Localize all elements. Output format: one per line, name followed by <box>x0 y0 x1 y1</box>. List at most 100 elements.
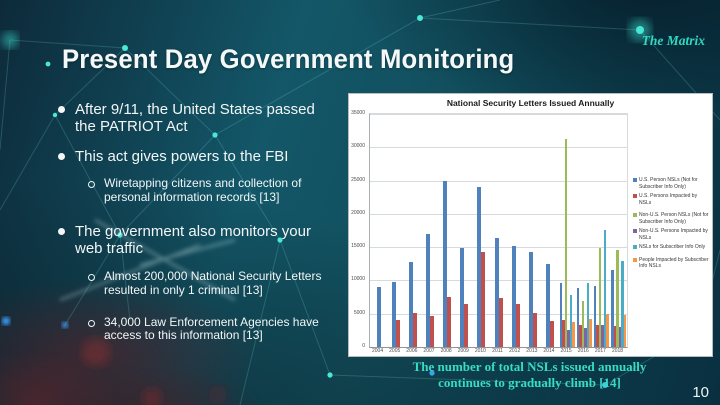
bar <box>545 263 550 347</box>
bar <box>447 297 452 347</box>
legend-entry: U.S. Persons Impacted by NSLs <box>633 193 709 206</box>
bullet-marker <box>58 227 65 235</box>
legend-label: NSLs for Subscriber Info Only <box>639 244 706 250</box>
bar <box>579 325 582 347</box>
x-tick-label: 2010 <box>474 348 486 354</box>
sub-bullet-item: Wiretapping citizens and collection of p… <box>88 176 363 205</box>
legend-entry: NSLs for Subscriber Info Only <box>633 244 709 251</box>
bar <box>549 321 554 347</box>
bar <box>567 330 570 347</box>
bar-group-2004 <box>370 114 387 347</box>
bar <box>532 313 537 347</box>
legend-swatch <box>633 229 637 233</box>
x-tick-label: 2008 <box>440 348 452 354</box>
bar <box>443 181 448 347</box>
bullet-marker <box>58 106 65 113</box>
bar <box>603 229 607 347</box>
bar-group-2010 <box>473 114 490 347</box>
bar <box>613 326 617 347</box>
legend-entry: Non-U.S. Persons Impacted by NSLs <box>633 228 709 241</box>
x-tick-label: 2018 <box>611 348 624 354</box>
bar <box>528 251 533 347</box>
bar <box>494 237 499 347</box>
legend-swatch <box>633 245 637 249</box>
chart-title: National Security Letters Issued Annuall… <box>446 98 615 108</box>
y-tick-label: 25000 <box>351 176 365 183</box>
bar <box>611 269 614 347</box>
sub-bullet-item: 34,000 Law Enforcement Agencies have acc… <box>88 314 363 344</box>
legend-entry: People Impacted by Subscriber Info NSLs <box>633 257 709 270</box>
bullet-item: This act gives powers to the FBI <box>58 148 363 165</box>
bar <box>562 320 565 347</box>
legend-swatch <box>633 213 637 217</box>
bar <box>576 287 580 347</box>
page-number: 10 <box>692 384 709 401</box>
legend-label: Non-U.S. Person NSLs (Not for Subscriber… <box>639 212 709 225</box>
bar <box>464 304 469 347</box>
x-tick-label: 2012 <box>509 348 521 354</box>
sub-bullet-item: Almost 200,000 National Security Letters… <box>88 268 363 298</box>
bar <box>412 313 417 347</box>
y-tick-label: 10000 <box>351 276 365 283</box>
legend-entry: Non-U.S. Person NSLs (Not for Subscriber… <box>633 212 709 225</box>
x-tick-label: 2011 <box>492 348 503 354</box>
bullet-text: Wiretapping citizens and collection of p… <box>104 176 302 205</box>
bar <box>515 303 520 347</box>
bar <box>616 250 619 347</box>
legend-swatch <box>633 178 637 182</box>
bar <box>589 319 592 347</box>
bar-group-2017 <box>593 114 610 347</box>
bullet-marker <box>58 152 65 160</box>
bar <box>408 261 413 347</box>
legend-label: People Impacted by Subscriber Info NSLs <box>639 256 709 270</box>
bullet-item: The government also monitors your web tr… <box>58 223 363 258</box>
bar <box>559 282 563 347</box>
bar <box>598 247 602 347</box>
bar <box>376 287 381 347</box>
x-tick-label: 2004 <box>372 348 384 354</box>
x-tick-label: 2006 <box>406 348 418 354</box>
bar <box>425 233 430 347</box>
bar <box>586 282 590 347</box>
y-tick-label: 5000 <box>353 309 365 316</box>
bar-group-2009 <box>456 114 473 347</box>
y-tick-label: 15000 <box>351 243 365 250</box>
x-axis-labels: 2004 2005 2006 2007 2008 2009 2010 2011 2012 2013… <box>369 348 626 354</box>
bullet-marker <box>88 181 95 189</box>
bullet-marker <box>88 273 95 281</box>
bar-group-2016 <box>576 114 593 347</box>
bar-group-2011 <box>490 114 507 347</box>
y-tick-label: 20000 <box>351 209 365 216</box>
bar <box>593 286 597 347</box>
chart-panel: National Security Letters Issued Annuall… <box>348 93 713 357</box>
bar <box>606 313 609 347</box>
chart-legend: U.S. Person NSLs (Not for Subscriber Inf… <box>633 177 709 273</box>
bar <box>481 252 486 347</box>
bullet-list: After 9/11, the United States passed the… <box>58 101 363 361</box>
bar <box>429 315 434 347</box>
bar <box>581 301 585 347</box>
legend-label: U.S. Persons Impacted by NSLs <box>639 193 698 206</box>
x-tick-label: 2016 <box>577 348 589 354</box>
bar <box>498 297 503 347</box>
bar <box>572 321 575 347</box>
bar-group-2007 <box>421 114 438 347</box>
bullet-text: This act gives powers to the FBI <box>75 147 289 165</box>
bar-group-2005 <box>387 114 404 347</box>
bar-group-2008 <box>439 114 456 347</box>
bullet-text: After 9/11, the United States passed the… <box>75 101 315 136</box>
bar <box>395 320 400 347</box>
bullet-text: Almost 200,000 National Security Letters… <box>104 268 322 297</box>
legend-swatch <box>633 194 637 198</box>
bar <box>511 245 516 347</box>
bar <box>618 326 622 347</box>
bar-groups <box>370 114 627 347</box>
x-tick-label: 2007 <box>423 348 435 354</box>
bullet-text: 34,000 Law Enforcement Agencies have acc… <box>104 314 319 343</box>
deck-title: The Matrix <box>641 33 705 48</box>
legend-label: U.S. Person NSLs (Not for Subscriber Inf… <box>639 177 698 190</box>
y-tick-label: 35000 <box>351 110 365 116</box>
x-tick-label: 2005 <box>389 348 401 354</box>
bar <box>564 138 568 347</box>
